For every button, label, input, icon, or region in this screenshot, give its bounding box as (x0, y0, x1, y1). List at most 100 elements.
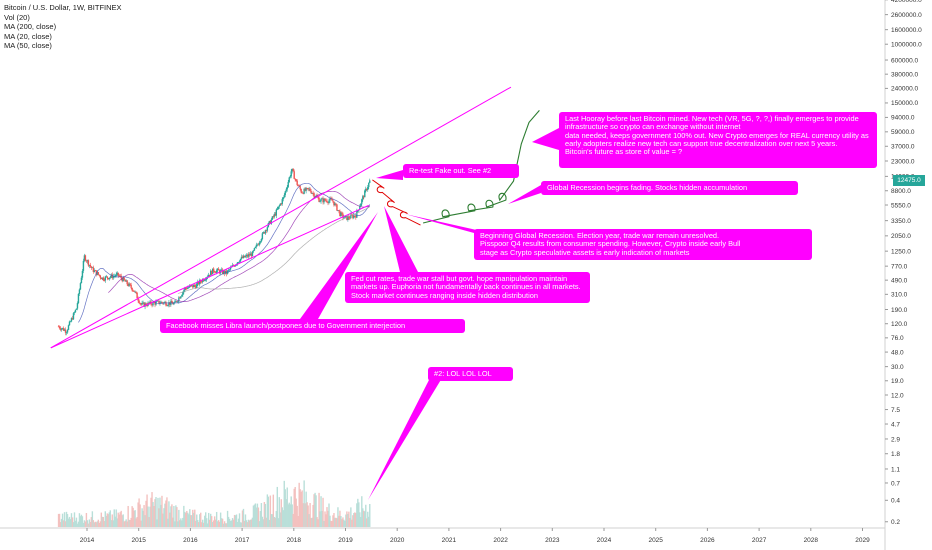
volume-bar (352, 515, 354, 527)
candle-body (237, 262, 240, 263)
volume-bar (81, 516, 84, 527)
volume-bar (256, 503, 259, 527)
candle-body (156, 300, 158, 302)
volume-bar (75, 517, 78, 527)
volume-bar (165, 500, 167, 527)
candle-body (102, 277, 105, 281)
candle-body (332, 200, 334, 202)
volume-bar (246, 522, 249, 527)
candle-body (364, 190, 366, 198)
annotation-re-test[interactable]: Re-test Fake out. See #2 (403, 164, 519, 179)
y-tick-label: 600000.0 (891, 57, 918, 64)
y-tick-label: 0.4 (891, 498, 900, 505)
candle-body (308, 188, 310, 190)
volume-bar (82, 522, 85, 527)
candle-body (179, 297, 181, 299)
volume-bar (327, 510, 329, 527)
volume-bar (257, 507, 260, 527)
y-tick-label: 7.5 (891, 407, 900, 414)
volume-bar (250, 519, 253, 527)
candle-body (362, 196, 364, 200)
volume-bar (332, 515, 334, 527)
candle-body (69, 321, 72, 323)
volume-bar (281, 507, 283, 527)
annotation-lol[interactable]: #2: LOL LOL LOL (428, 367, 513, 382)
volume-bar (286, 487, 288, 527)
grid (0, 0, 886, 550)
volume-bar (308, 514, 310, 527)
candle-body (91, 267, 94, 269)
x-axis: 2014 2015 2016 2017 2018 2019 2020 2021 2022 2023… (80, 528, 870, 544)
candle-body (115, 273, 117, 276)
candle-body (296, 180, 298, 185)
volume-bar (285, 499, 287, 527)
volume-bar (93, 522, 96, 527)
chart-legend: Bitcoin / U.S. Dollar, 1W, BITFINEX Vol … (4, 3, 122, 51)
volume-bar (155, 497, 157, 527)
y-tick-label: 2.9 (891, 436, 900, 443)
candle-body (132, 290, 134, 292)
volume-bar (196, 514, 198, 527)
candle-body (126, 280, 128, 285)
y-tick-label: 4.7 (891, 421, 900, 428)
candle-body (334, 203, 336, 206)
candle-body (141, 302, 143, 305)
volume-bar (73, 512, 76, 527)
candle-body (185, 287, 187, 289)
volume-bar (78, 513, 81, 527)
volume-bar (322, 497, 324, 527)
volume-bar (365, 504, 367, 527)
volume-bar (309, 503, 311, 527)
candle-body (292, 168, 294, 172)
volume-bar (108, 512, 110, 527)
volume-bar (57, 513, 60, 527)
volume-bar (244, 514, 247, 527)
annotation-recession-fading[interactable]: Global Recession begins fading. Stocks h… (541, 181, 798, 196)
candle-body (245, 254, 248, 257)
volume-bar (311, 517, 313, 527)
candle-body (209, 270, 212, 276)
candle-body (256, 244, 259, 246)
candle-body (80, 277, 83, 284)
candle-body (166, 305, 168, 307)
volume-bar (213, 516, 216, 527)
annotation-beginning-recession[interactable]: Beginning Global Recession. Election yea… (474, 229, 812, 260)
candle-body (96, 272, 99, 275)
candle-body (149, 301, 151, 304)
candle-body (125, 280, 127, 282)
volume-bar (224, 523, 227, 527)
volume-bar (186, 510, 188, 527)
candle-body (221, 269, 224, 274)
candle-body (333, 201, 335, 206)
volume-bar (335, 517, 337, 527)
annotation-fed-cut[interactable]: Fed cut rates, trade war stall but govt.… (345, 272, 590, 303)
x-tick-label: 2014 (80, 537, 95, 544)
volume-bar (97, 519, 100, 527)
volume-bar (324, 511, 326, 527)
annotation-last-hooray[interactable]: Last Hooray before last Bitcoin mined. N… (559, 112, 877, 168)
candle-body (347, 216, 349, 221)
volume-bar (72, 522, 75, 527)
volume-bar (363, 510, 365, 527)
volume-bar (232, 519, 235, 527)
candle-body (103, 280, 105, 281)
y-tick-label: 490.0 (891, 277, 908, 284)
annotation-facebook[interactable]: Facebook misses Libra launch/postpones d… (160, 319, 465, 334)
volume-bar (355, 513, 357, 527)
candle-body (183, 290, 185, 293)
candle-body (73, 312, 76, 314)
candle-body (86, 260, 89, 262)
candle-body (246, 254, 249, 257)
candle-body (342, 213, 344, 218)
candle-body (337, 210, 339, 211)
candle-body (361, 199, 363, 204)
volume-bar (242, 508, 245, 527)
volume-bar (103, 521, 105, 527)
candle-body (177, 301, 179, 303)
volume-bar (211, 522, 214, 527)
candle-body (289, 176, 291, 178)
volume-bar (137, 502, 139, 527)
x-tick-label: 2021 (442, 537, 457, 544)
candle-body (58, 326, 61, 329)
